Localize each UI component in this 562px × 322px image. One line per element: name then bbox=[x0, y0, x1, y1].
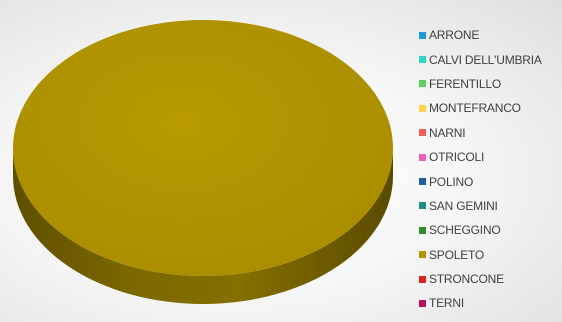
pie-slice-spoleto[interactable] bbox=[13, 20, 393, 276]
legend-swatch bbox=[419, 56, 426, 64]
legend-item[interactable]: SCHEGGINO bbox=[419, 218, 542, 242]
legend-label: CALVI DELL'UMBRIA bbox=[429, 52, 542, 67]
legend-swatch bbox=[419, 31, 426, 39]
legend-label: POLINO bbox=[429, 174, 474, 189]
legend-item[interactable]: POLINO bbox=[419, 169, 542, 193]
legend-swatch bbox=[419, 226, 426, 234]
legend-label: OTRICOLI bbox=[429, 150, 485, 165]
legend-item[interactable]: SAN GEMINI bbox=[419, 194, 542, 218]
legend-item[interactable]: SPOLETO bbox=[419, 243, 542, 267]
legend-item[interactable]: CALVI DELL'UMBRIA bbox=[419, 47, 542, 71]
legend-label: ARRONE bbox=[429, 28, 480, 43]
legend: ARRONE CALVI DELL'UMBRIA FERENTILLO MONTEFR… bbox=[419, 23, 542, 316]
legend-swatch bbox=[419, 202, 426, 210]
legend-swatch bbox=[419, 275, 426, 283]
legend-label: NARNI bbox=[429, 125, 466, 140]
legend-label: SPOLETO bbox=[429, 247, 485, 262]
legend-label: STRONCONE bbox=[429, 272, 504, 287]
legend-label: SCHEGGINO bbox=[429, 223, 501, 238]
legend-label: SAN GEMINI bbox=[429, 198, 498, 213]
legend-label: FERENTILLO bbox=[429, 76, 502, 91]
legend-swatch bbox=[419, 153, 426, 161]
legend-swatch bbox=[419, 129, 426, 137]
legend-item[interactable]: FERENTILLO bbox=[419, 72, 542, 96]
legend-swatch bbox=[419, 178, 426, 186]
legend-item[interactable]: ARRONE bbox=[419, 23, 542, 47]
legend-swatch bbox=[419, 299, 426, 307]
legend-item[interactable]: OTRICOLI bbox=[419, 145, 542, 169]
pie-slice-side-spoleto bbox=[13, 148, 393, 304]
legend-swatch bbox=[419, 80, 426, 88]
legend-label: TERNI bbox=[429, 296, 465, 311]
legend-label: MONTEFRANCO bbox=[429, 101, 521, 116]
legend-swatch bbox=[419, 251, 426, 259]
legend-item[interactable]: NARNI bbox=[419, 121, 542, 145]
legend-item[interactable]: MONTEFRANCO bbox=[419, 96, 542, 120]
legend-item[interactable]: TERNI bbox=[419, 291, 542, 315]
legend-item[interactable]: STRONCONE bbox=[419, 267, 542, 291]
legend-swatch bbox=[419, 104, 426, 112]
